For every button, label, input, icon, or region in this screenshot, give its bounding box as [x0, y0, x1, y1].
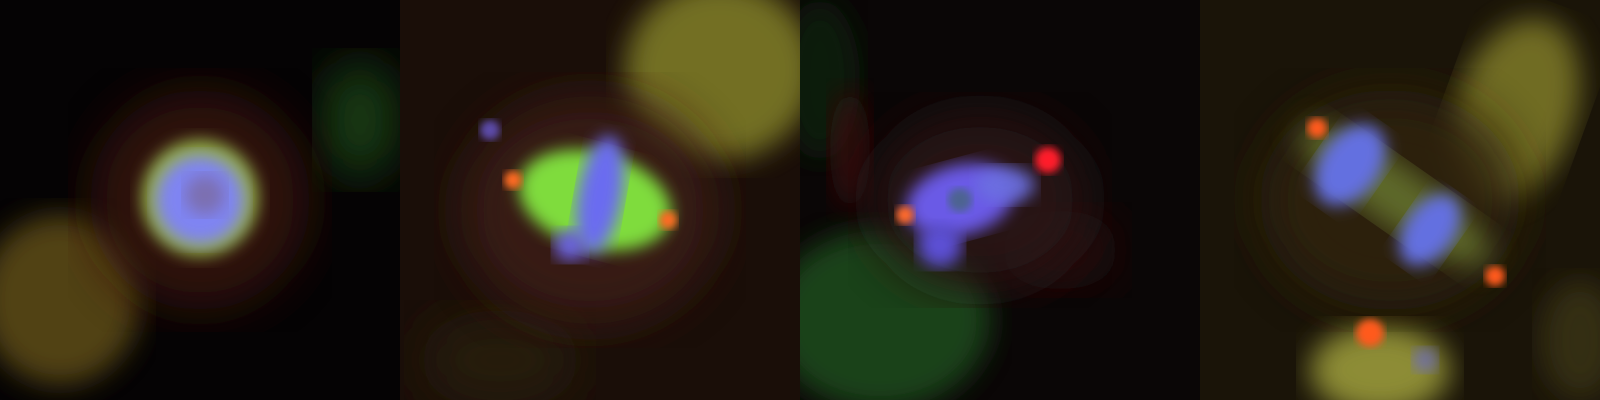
micrograph-panel-4: [1200, 0, 1600, 400]
micrograph-panel-1-image: [0, 0, 400, 400]
micrograph-panel-2: [400, 0, 800, 400]
micrograph-panel-3-image: [800, 0, 1200, 400]
micrograph-panel-3: [800, 0, 1200, 400]
micrograph-panel-1: [0, 0, 400, 400]
micrograph-panel-4-image: [1200, 0, 1600, 400]
micrograph-panel-2-image: [400, 0, 800, 400]
